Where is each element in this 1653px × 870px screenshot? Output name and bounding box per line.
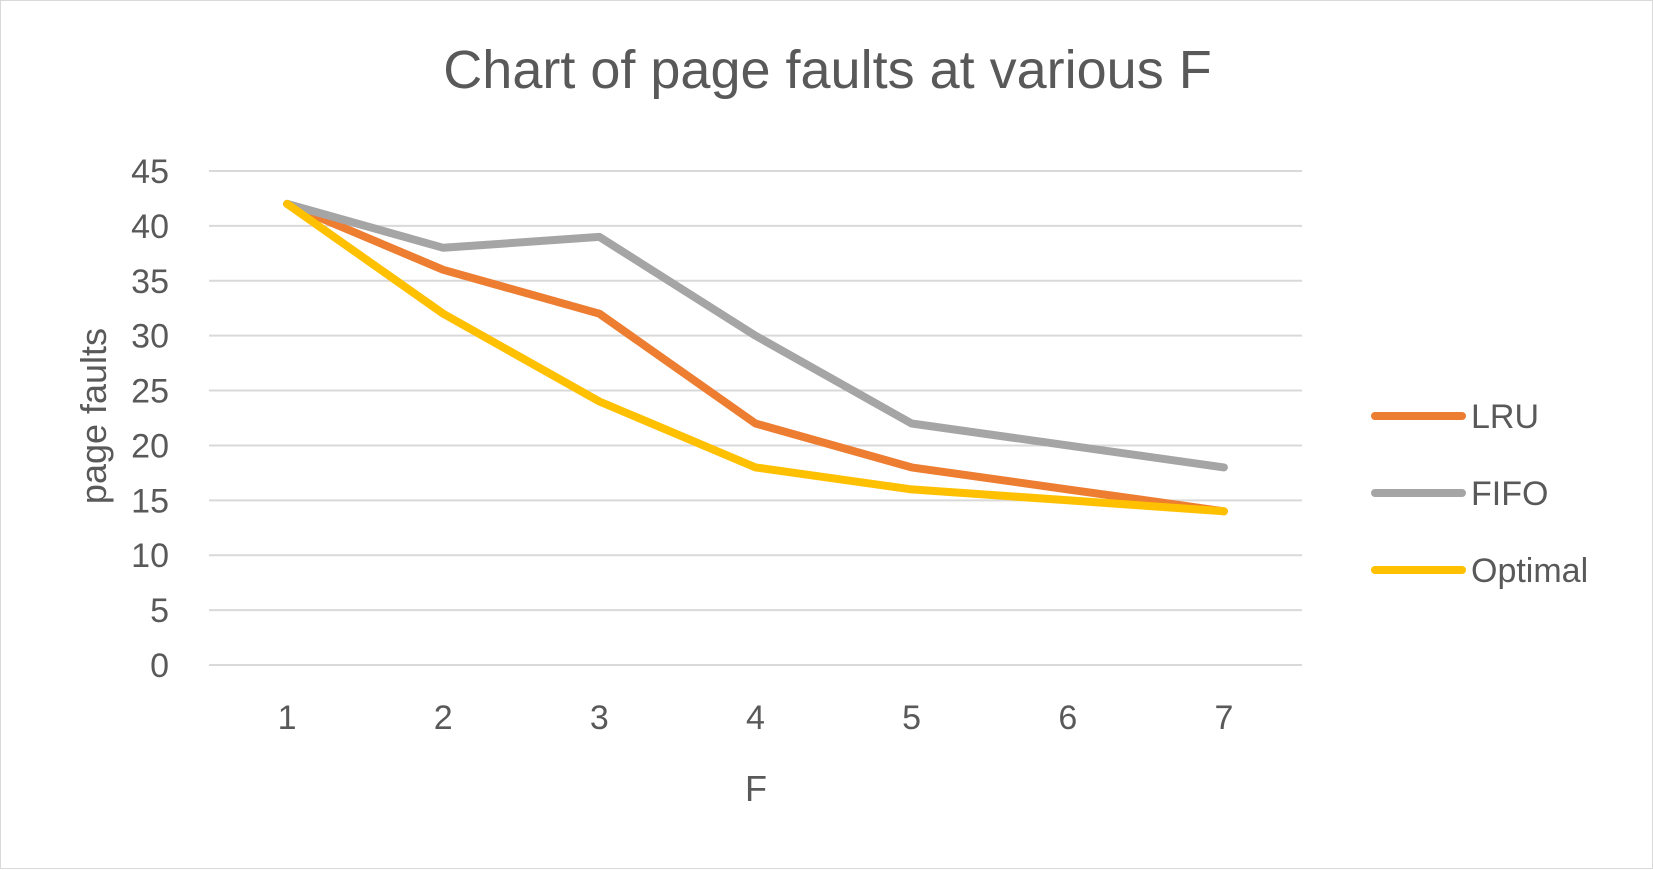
y-tick-label-45: 45 [131, 153, 169, 191]
y-tick-labels: 0 5 10 15 20 25 30 35 40 45 [131, 153, 169, 685]
y-tick-label-35: 35 [131, 263, 169, 301]
x-tick-label-1: 1 [278, 699, 297, 737]
legend: LRU FIFO Optimal [1371, 398, 1588, 590]
x-tick-label-2: 2 [434, 699, 453, 737]
y-tick-label-40: 40 [131, 208, 169, 246]
y-axis-label: page faults [73, 328, 114, 504]
y-tick-label-30: 30 [131, 318, 169, 356]
y-tick-label-25: 25 [131, 373, 169, 411]
x-tick-label-3: 3 [590, 699, 609, 737]
series-line-lru [283, 199, 1228, 516]
legend-label-lru: LRU [1471, 398, 1539, 436]
y-tick-label-15: 15 [131, 482, 169, 520]
series-lines [283, 199, 1228, 516]
series-line-fifo [283, 199, 1228, 472]
y-tick-label-5: 5 [150, 592, 169, 630]
x-tick-label-4: 4 [746, 699, 765, 737]
x-tick-label-6: 6 [1058, 699, 1077, 737]
x-tick-label-5: 5 [902, 699, 921, 737]
legend-label-optimal: Optimal [1471, 552, 1588, 590]
y-tick-label-10: 10 [131, 537, 169, 575]
x-tick-labels: 1 2 3 4 5 6 7 [278, 699, 1234, 737]
legend-label-fifo: FIFO [1471, 475, 1548, 513]
y-tick-label-20: 20 [131, 427, 169, 465]
chart-title: Chart of page faults at various F [443, 40, 1212, 100]
y-tick-label-0: 0 [150, 647, 169, 685]
series-line-optimal [283, 199, 1228, 516]
x-axis-label: F [745, 768, 767, 809]
gridlines [209, 170, 1302, 666]
x-tick-label-7: 7 [1214, 699, 1233, 737]
